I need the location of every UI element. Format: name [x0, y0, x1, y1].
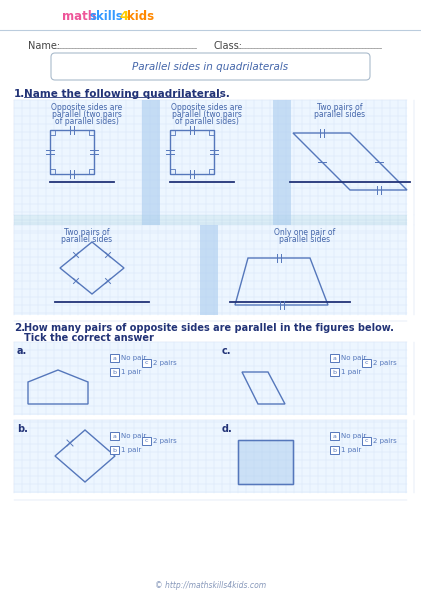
- Text: c: c: [365, 439, 368, 443]
- Text: b: b: [112, 447, 117, 453]
- Text: 2 pairs: 2 pairs: [153, 360, 177, 366]
- Bar: [142, 100, 160, 215]
- Bar: [50, 130, 94, 174]
- Text: Name:: Name:: [28, 41, 60, 51]
- Text: 2 pairs: 2 pairs: [373, 360, 397, 366]
- Bar: [110, 432, 119, 440]
- Text: Name the following quadrilaterals.: Name the following quadrilaterals.: [24, 89, 230, 99]
- Text: 2.: 2.: [14, 323, 25, 333]
- Bar: [142, 437, 151, 445]
- Text: 1 pair: 1 pair: [121, 447, 141, 453]
- Text: parallel (two pairs: parallel (two pairs: [172, 110, 242, 119]
- Bar: [170, 130, 175, 135]
- FancyBboxPatch shape: [51, 53, 370, 80]
- Bar: [273, 100, 291, 215]
- Text: kids: kids: [127, 11, 154, 23]
- Text: Two pairs of: Two pairs of: [64, 228, 110, 237]
- Bar: [200, 225, 218, 315]
- Bar: [110, 446, 119, 454]
- Text: No pair: No pair: [341, 355, 366, 361]
- Text: parallel sides: parallel sides: [280, 235, 330, 244]
- Text: c: c: [145, 361, 148, 365]
- Text: parallel (two pairs: parallel (two pairs: [52, 110, 122, 119]
- Text: parallel sides: parallel sides: [61, 235, 112, 244]
- Text: c: c: [145, 439, 148, 443]
- Text: Tick the correct answer: Tick the correct answer: [24, 333, 154, 343]
- Bar: [14, 420, 407, 493]
- Bar: [14, 100, 407, 215]
- Text: 2 pairs: 2 pairs: [373, 438, 397, 444]
- Bar: [50, 130, 55, 135]
- Bar: [362, 359, 371, 367]
- Text: c.: c.: [222, 346, 232, 356]
- Text: Only one pair of: Only one pair of: [274, 228, 336, 237]
- Bar: [238, 440, 293, 484]
- Bar: [273, 215, 291, 225]
- Bar: [209, 169, 214, 174]
- Text: 1 pair: 1 pair: [341, 447, 361, 453]
- Text: 1 pair: 1 pair: [341, 369, 361, 375]
- Bar: [14, 215, 407, 225]
- Text: No pair: No pair: [121, 433, 146, 439]
- Text: c: c: [365, 361, 368, 365]
- Text: 1.: 1.: [14, 89, 25, 99]
- Bar: [110, 368, 119, 376]
- Text: Opposite sides are: Opposite sides are: [171, 103, 242, 112]
- Bar: [330, 354, 339, 362]
- Text: 1 pair: 1 pair: [121, 369, 141, 375]
- Bar: [170, 169, 175, 174]
- Text: parallel sides: parallel sides: [314, 110, 365, 119]
- Bar: [142, 215, 160, 225]
- Text: a: a: [333, 355, 336, 361]
- Text: a: a: [333, 434, 336, 439]
- Bar: [142, 359, 151, 367]
- Text: a: a: [112, 355, 117, 361]
- Text: of parallel sides): of parallel sides): [55, 117, 119, 126]
- Text: b: b: [112, 369, 117, 374]
- Text: skills: skills: [89, 11, 123, 23]
- Bar: [330, 446, 339, 454]
- Bar: [50, 169, 55, 174]
- Bar: [330, 368, 339, 376]
- Text: b: b: [333, 447, 336, 453]
- Text: Two pairs of: Two pairs of: [317, 103, 363, 112]
- Text: a: a: [112, 434, 117, 439]
- Bar: [362, 437, 371, 445]
- Bar: [110, 354, 119, 362]
- Text: b.: b.: [17, 424, 28, 434]
- Text: Class:: Class:: [213, 41, 242, 51]
- Text: © http://mathskills4kids.com: © http://mathskills4kids.com: [155, 581, 266, 590]
- Text: math: math: [62, 11, 96, 23]
- Text: of parallel sides): of parallel sides): [175, 117, 239, 126]
- Bar: [330, 432, 339, 440]
- Text: No pair: No pair: [341, 433, 366, 439]
- Text: No pair: No pair: [121, 355, 146, 361]
- Text: a.: a.: [17, 346, 27, 356]
- Bar: [170, 130, 214, 174]
- Text: How many pairs of opposite sides are parallel in the figures below.: How many pairs of opposite sides are par…: [24, 323, 394, 333]
- Text: d.: d.: [222, 424, 233, 434]
- Bar: [14, 342, 407, 415]
- Text: 2 pairs: 2 pairs: [153, 438, 177, 444]
- Bar: [0, 0, 421, 30]
- Text: Parallel sides in quadrilaterals: Parallel sides in quadrilaterals: [132, 61, 288, 71]
- Bar: [89, 130, 94, 135]
- Bar: [89, 169, 94, 174]
- Text: 4: 4: [119, 11, 128, 23]
- Bar: [209, 130, 214, 135]
- Text: b: b: [333, 369, 336, 374]
- Text: Opposite sides are: Opposite sides are: [51, 103, 123, 112]
- Bar: [238, 440, 293, 484]
- Bar: [14, 225, 407, 315]
